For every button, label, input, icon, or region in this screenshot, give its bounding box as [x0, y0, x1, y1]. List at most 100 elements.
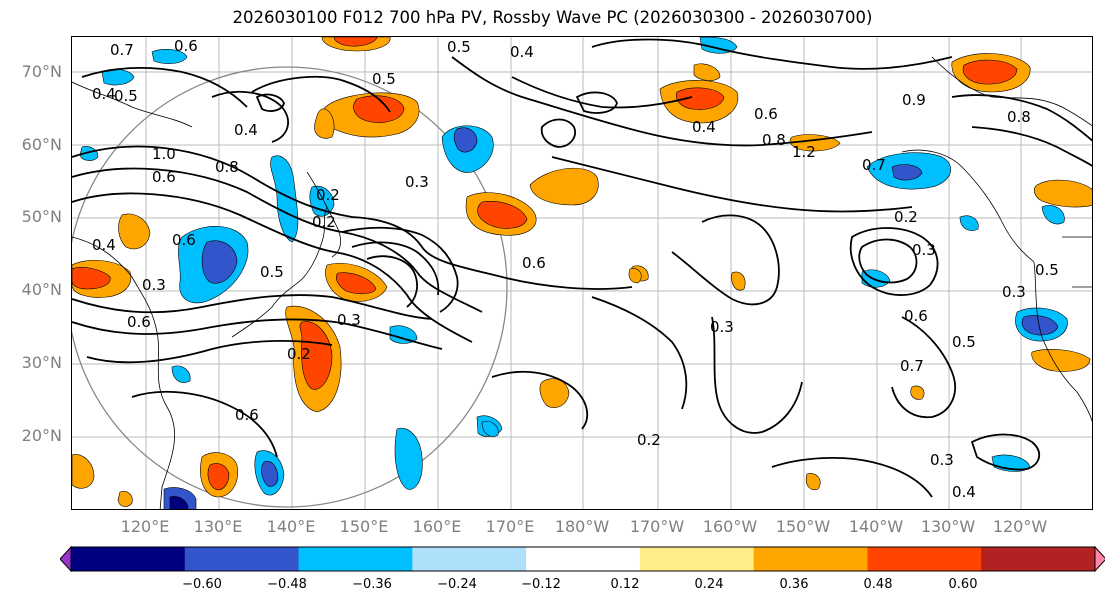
colorbar-tick: 0.48 [863, 577, 893, 592]
neg-anomaly-core [261, 461, 279, 487]
contour-label: 0.2 [312, 213, 336, 231]
contour-label: 0.7 [900, 357, 924, 375]
pv-contour [971, 126, 1092, 167]
contour-label: 0.8 [762, 131, 786, 149]
colorbar-segment [526, 547, 641, 571]
contour-label: 0.3 [337, 311, 361, 329]
lat-label-30n: 30°N [21, 353, 62, 372]
contour-label: 0.6 [522, 254, 546, 272]
pos-anomaly-core [675, 87, 725, 110]
colorbar-segment [867, 547, 982, 571]
pv-contour [891, 316, 956, 419]
pos-anomaly-outer [529, 167, 599, 206]
pv-contour [131, 390, 278, 458]
contour-labels: 0.7 0.6 0.5 0.4 0.4 0.5 0.4 1.0 0.6 0.8 … [92, 37, 1059, 501]
colorbar-segments [60, 546, 1105, 573]
pv-contour [366, 255, 418, 308]
contour-label: 1.0 [152, 145, 176, 163]
lon-label-150e: 150°E [339, 517, 389, 536]
contour-label: 0.2 [637, 431, 661, 449]
arctic-coast [931, 56, 1092, 127]
contour-label: 0.3 [912, 241, 936, 259]
lon-label-140w: 140°W [848, 517, 904, 536]
contour-label: 1.2 [792, 143, 816, 161]
map-title: 2026030100 F012 700 hPa PV, Rossby Wave … [232, 8, 873, 27]
neg-anomaly-outer [389, 325, 418, 344]
contour-label: 0.3 [405, 173, 429, 191]
pv-contour [351, 241, 440, 296]
pv-contour [970, 433, 1041, 471]
alaska-coast [901, 149, 1035, 263]
contour-label: 0.9 [902, 91, 926, 109]
contour-label: 0.4 [234, 121, 258, 139]
pos-anomaly-core [477, 201, 528, 229]
pv-contour [551, 156, 913, 213]
pv-contour [540, 118, 576, 148]
neg-anomaly-outer [861, 269, 891, 288]
neg-anomaly-core [453, 127, 478, 153]
colorbar-segment [981, 547, 1096, 571]
asia-coastline [72, 236, 175, 509]
pv-contour [575, 91, 618, 114]
contour-label: 0.3 [930, 451, 954, 469]
pos-anomaly-outer [628, 268, 642, 284]
pv-contour [491, 370, 589, 430]
lat-label-60n: 60°N [21, 135, 62, 154]
pos-anomaly-outer [910, 385, 925, 400]
contour-label: 0.5 [372, 70, 396, 88]
lat-label-70n: 70°N [21, 62, 62, 81]
pv-contour [72, 294, 433, 320]
contour-label: 0.6 [172, 231, 196, 249]
contour-label: 0.2 [316, 186, 340, 204]
colorbar-segment [639, 547, 755, 571]
pos-anomaly-outer [693, 63, 721, 81]
pos-anomaly-outer [1033, 179, 1092, 208]
lat-label-20n: 20°N [21, 426, 62, 445]
contour-label: 0.8 [1007, 108, 1031, 126]
kamchatka-coast [306, 171, 342, 258]
contour-label: 0.4 [952, 483, 976, 501]
lon-label-140e: 140°E [266, 517, 316, 536]
radius-circle [72, 66, 508, 508]
pv-contours [72, 38, 1092, 498]
contour-label: 0.6 [235, 406, 259, 424]
negative-anomalies [79, 37, 1068, 509]
pv-contour [671, 214, 780, 306]
contour-label: 0.6 [152, 168, 176, 186]
contour-label: 0.6 [904, 307, 928, 325]
neg-anomaly-outer [1041, 205, 1065, 225]
contour-label: 0.5 [260, 263, 284, 281]
map-panel: 0.7 0.6 0.5 0.4 0.4 0.5 0.4 1.0 0.6 0.8 … [71, 36, 1093, 510]
contour-label: 0.5 [114, 87, 138, 105]
pos-anomaly-outer [731, 271, 746, 291]
neg-anomaly-outer [481, 420, 499, 437]
contour-label: 0.6 [127, 313, 151, 331]
pos-anomaly-core [333, 37, 378, 47]
pv-contour [858, 238, 918, 284]
contour-label: 0.7 [862, 156, 886, 174]
neg-anomaly-outer [959, 215, 979, 231]
pos-anomaly-core [335, 272, 377, 295]
pv-contour [951, 94, 1092, 142]
lon-label-160w: 160°W [702, 517, 758, 536]
contour-label: 0.2 [287, 345, 311, 363]
neg-anomaly-outer [394, 427, 423, 490]
pos-anomaly-outer [118, 213, 151, 250]
colorbar-tick: 0.24 [694, 577, 724, 592]
colorbar-tick: 0.36 [779, 577, 809, 592]
pv-contour [451, 56, 873, 147]
colorbar-segment [184, 547, 300, 571]
pv-contour [72, 167, 483, 313]
colorbar-tick: −0.24 [437, 577, 477, 592]
pos-anomaly-core [353, 95, 405, 123]
pv-contour [72, 192, 473, 343]
pos-anomaly-outer [1031, 349, 1091, 372]
pv-contour [591, 296, 688, 410]
pv-contour [72, 145, 633, 290]
contour-label: 0.4 [692, 118, 716, 136]
lon-label-170e: 170°E [485, 517, 535, 536]
pv-contour [849, 227, 939, 296]
neg-anomaly-core [1021, 315, 1059, 336]
colorbar-extend-high [1094, 546, 1105, 573]
pv-contour [255, 93, 285, 112]
